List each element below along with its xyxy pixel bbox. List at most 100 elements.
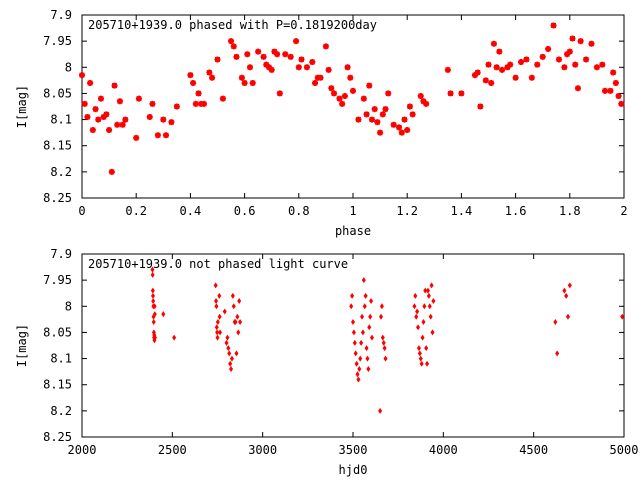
data-point [367, 324, 372, 331]
data-point [383, 355, 388, 362]
plot-frame [81, 253, 625, 438]
data-point [161, 311, 166, 318]
data-point [425, 360, 430, 367]
data-point [419, 360, 424, 367]
chart-title: 205710+1939.0 not phased light curve [88, 257, 348, 271]
data-point [236, 329, 241, 336]
data-point-core [93, 106, 99, 112]
data-point-core [345, 64, 351, 70]
data-point [365, 355, 370, 362]
data-point-core [540, 54, 546, 60]
data-point [234, 350, 239, 357]
data-point [363, 292, 368, 299]
data-point-core [372, 106, 378, 112]
data-point-core [564, 51, 570, 57]
data-point-core [404, 127, 410, 133]
data-point-core [575, 85, 581, 91]
y-axis-label: I[mag] [15, 85, 29, 128]
data-point [215, 334, 220, 341]
data-point [349, 303, 354, 310]
data-point [228, 360, 233, 367]
data-point-core [491, 41, 497, 47]
data-point [229, 366, 234, 373]
x-tick-label: 2000 [68, 443, 97, 457]
data-point-core [147, 114, 153, 120]
data-point [218, 329, 223, 336]
data-point [368, 313, 373, 320]
data-point [151, 298, 156, 305]
data-point-core [293, 38, 299, 44]
data-point [152, 311, 157, 318]
data-point-core [326, 67, 332, 73]
data-point-core [112, 83, 118, 89]
y-tick-label: 8.1 [50, 352, 72, 366]
data-point [214, 324, 219, 331]
x-tick-label: 3000 [248, 443, 277, 457]
data-point [215, 329, 220, 336]
data-point [229, 355, 234, 362]
data-point [421, 318, 426, 325]
data-point [564, 292, 569, 299]
data-point-core [220, 96, 226, 102]
data-point-core [458, 90, 464, 96]
data-point [415, 308, 420, 315]
chart-title: 205710+1939.0 phased with P=0.1819200day [88, 18, 377, 32]
data-point-core [377, 130, 383, 136]
data-point-core [423, 101, 429, 107]
data-point-core [190, 80, 196, 86]
data-point-core [567, 49, 573, 55]
data-point-core [396, 124, 402, 130]
data-point [213, 282, 218, 289]
data-point-core [266, 64, 272, 70]
data-point [152, 303, 157, 310]
data-point [356, 376, 361, 383]
data-point [428, 313, 433, 320]
data-point-core [323, 43, 329, 49]
data-point [359, 339, 364, 346]
data-point [416, 324, 421, 331]
data-point-core [472, 72, 478, 78]
data-point-core [255, 49, 261, 55]
data-point-core [95, 117, 101, 123]
data-point-core [594, 64, 600, 70]
data-point-core [209, 75, 215, 81]
data-point-core [98, 96, 104, 102]
data-point [417, 350, 422, 357]
data-point-core [282, 51, 288, 57]
data-point-core [570, 36, 576, 42]
data-point-core [149, 101, 155, 107]
plot-frame [81, 14, 625, 199]
x-tick-label: 1.2 [396, 204, 418, 218]
data-point [364, 345, 369, 352]
y-tick-label: 8.05 [43, 325, 72, 339]
x-tick-label: 0.8 [288, 204, 310, 218]
data-point [369, 298, 374, 305]
data-point-core [556, 56, 562, 62]
y-tick-label: 7.95 [43, 273, 72, 287]
data-point [567, 282, 572, 289]
data-point-core [418, 93, 424, 99]
data-point-core [288, 54, 294, 60]
y-tick-label: 7.9 [50, 8, 72, 22]
data-point-core [187, 72, 193, 78]
data-point [424, 345, 429, 352]
x-axis-label: phase [335, 224, 371, 238]
data-point [553, 318, 558, 325]
y-tick-label: 8.25 [43, 430, 72, 444]
data-point-core [163, 132, 169, 138]
data-point-core [201, 101, 207, 107]
y-tick-label: 8.2 [50, 165, 72, 179]
data-point-core [328, 85, 334, 91]
data-point [214, 303, 219, 310]
data-point-core [215, 56, 220, 62]
data-point-core [117, 98, 123, 104]
data-point [420, 334, 425, 341]
data-point-core [82, 101, 88, 107]
data-point-core [109, 169, 115, 175]
y-tick-label: 8 [65, 299, 72, 313]
data-point-core [101, 114, 107, 120]
data-point-core [250, 80, 256, 86]
data-point-core [196, 90, 202, 96]
data-point-core [263, 62, 269, 68]
x-tick-label: 4500 [519, 443, 548, 457]
